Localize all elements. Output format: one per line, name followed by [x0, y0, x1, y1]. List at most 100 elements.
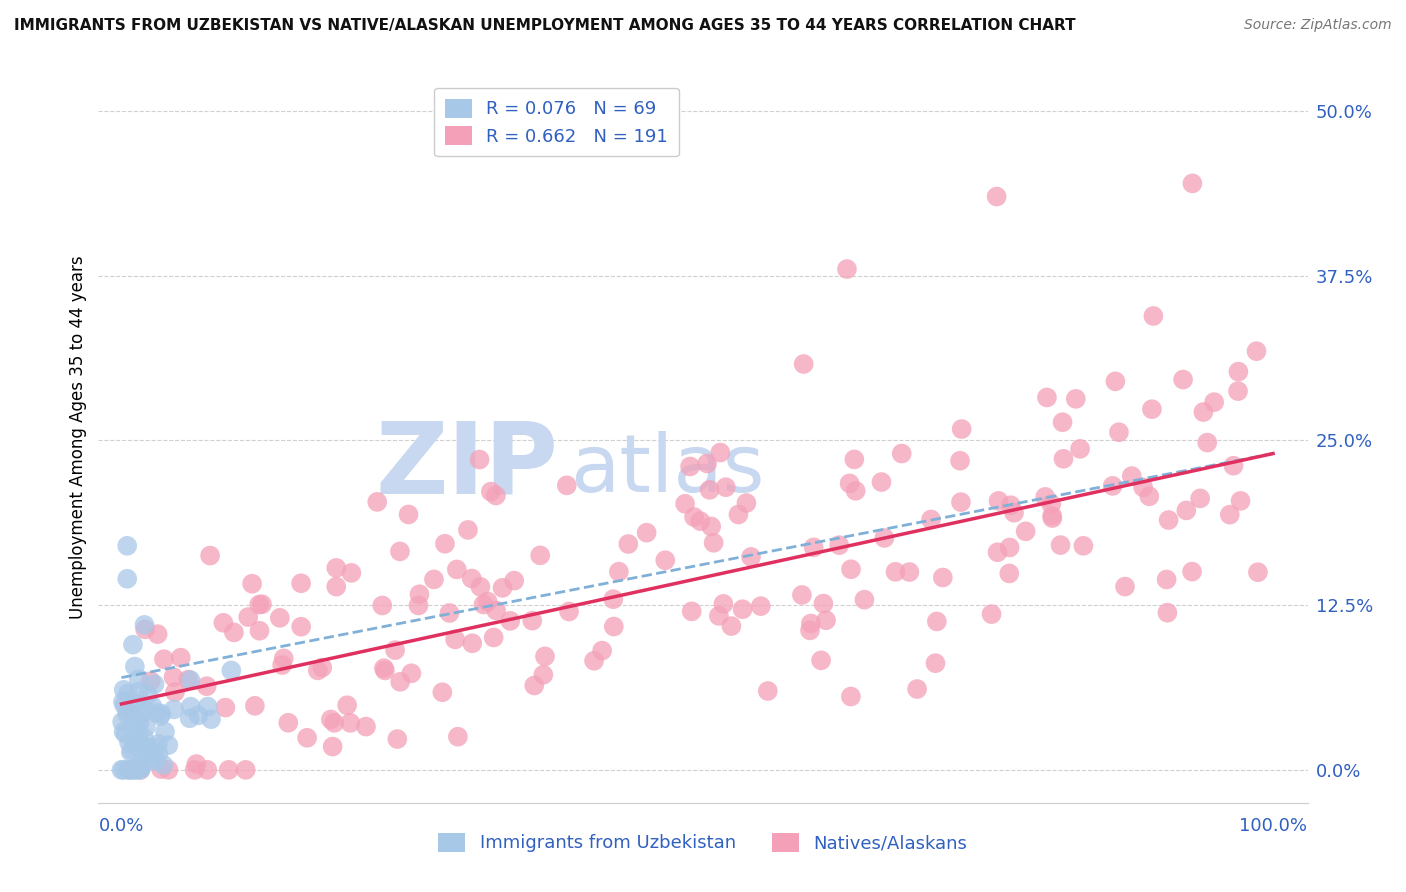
Point [127, 722, 149, 736]
Point [432, 685, 454, 699]
Point [114, 727, 136, 741]
Point [1052, 415, 1074, 429]
Point [446, 562, 468, 576]
Point [987, 545, 1010, 559]
Point [277, 715, 299, 730]
Point [218, 763, 240, 777]
Point [1227, 365, 1250, 379]
Point [1137, 489, 1160, 503]
Point [157, 738, 180, 752]
Point [482, 631, 505, 645]
Point [112, 682, 135, 697]
Point [122, 638, 145, 652]
Point [924, 656, 946, 670]
Point [163, 685, 186, 699]
Point [683, 510, 706, 524]
Text: ZIP: ZIP [375, 417, 558, 515]
Point [1222, 458, 1244, 473]
Point [799, 624, 821, 638]
Point [129, 763, 152, 777]
Point [603, 619, 626, 633]
Y-axis label: Unemployment Among Ages 35 to 44 years: Unemployment Among Ages 35 to 44 years [69, 255, 87, 619]
Point [186, 757, 208, 772]
Point [703, 536, 725, 550]
Point [132, 739, 155, 754]
Point [269, 611, 291, 625]
Point [243, 698, 266, 713]
Point [142, 739, 165, 754]
Point [485, 488, 508, 502]
Point [898, 565, 921, 579]
Point [479, 484, 502, 499]
Point [249, 624, 271, 638]
Point [555, 478, 578, 492]
Point [384, 643, 406, 657]
Point [117, 686, 139, 700]
Point [491, 581, 513, 595]
Point [179, 711, 201, 725]
Text: IMMIGRANTS FROM UZBEKISTAN VS NATIVE/ALASKAN UNEMPLOYMENT AMONG AGES 35 TO 44 YE: IMMIGRANTS FROM UZBEKISTAN VS NATIVE/ALA… [14, 18, 1076, 33]
Text: atlas: atlas [569, 431, 765, 509]
Point [472, 598, 495, 612]
Point [170, 650, 193, 665]
Point [1064, 392, 1087, 406]
Point [749, 599, 772, 614]
Point [1121, 469, 1143, 483]
Point [132, 731, 155, 745]
Point [112, 698, 135, 713]
Point [423, 573, 446, 587]
Point [998, 566, 1021, 581]
Point [221, 664, 243, 678]
Point [136, 688, 159, 702]
Point [387, 732, 409, 747]
Point [340, 566, 363, 580]
Point [815, 613, 838, 627]
Point [905, 681, 928, 696]
Point [134, 623, 156, 637]
Point [111, 695, 134, 709]
Point [388, 544, 411, 558]
Point [835, 262, 858, 277]
Point [290, 576, 312, 591]
Point [1073, 539, 1095, 553]
Point [273, 651, 295, 665]
Point [408, 587, 430, 601]
Point [949, 495, 972, 509]
Point [120, 700, 142, 714]
Point [756, 684, 779, 698]
Point [591, 643, 613, 657]
Point [117, 763, 139, 777]
Point [134, 618, 156, 632]
Point [529, 549, 551, 563]
Point [115, 539, 138, 553]
Point [1171, 372, 1194, 386]
Point [128, 684, 150, 698]
Point [128, 715, 150, 730]
Point [1229, 494, 1251, 508]
Point [212, 615, 235, 630]
Point [499, 614, 522, 628]
Point [803, 541, 825, 555]
Point [124, 762, 146, 776]
Point [125, 763, 148, 777]
Point [120, 763, 142, 777]
Point [998, 541, 1021, 555]
Point [1069, 442, 1091, 456]
Point [401, 666, 423, 681]
Point [153, 652, 176, 666]
Point [793, 357, 815, 371]
Point [153, 724, 176, 739]
Point [180, 699, 202, 714]
Point [247, 598, 270, 612]
Point [636, 525, 658, 540]
Point [129, 763, 152, 777]
Point [146, 737, 169, 751]
Point [987, 494, 1010, 508]
Point [398, 508, 420, 522]
Point [374, 664, 396, 678]
Point [120, 745, 142, 759]
Point [200, 712, 222, 726]
Point [195, 763, 218, 777]
Point [132, 747, 155, 761]
Point [128, 734, 150, 748]
